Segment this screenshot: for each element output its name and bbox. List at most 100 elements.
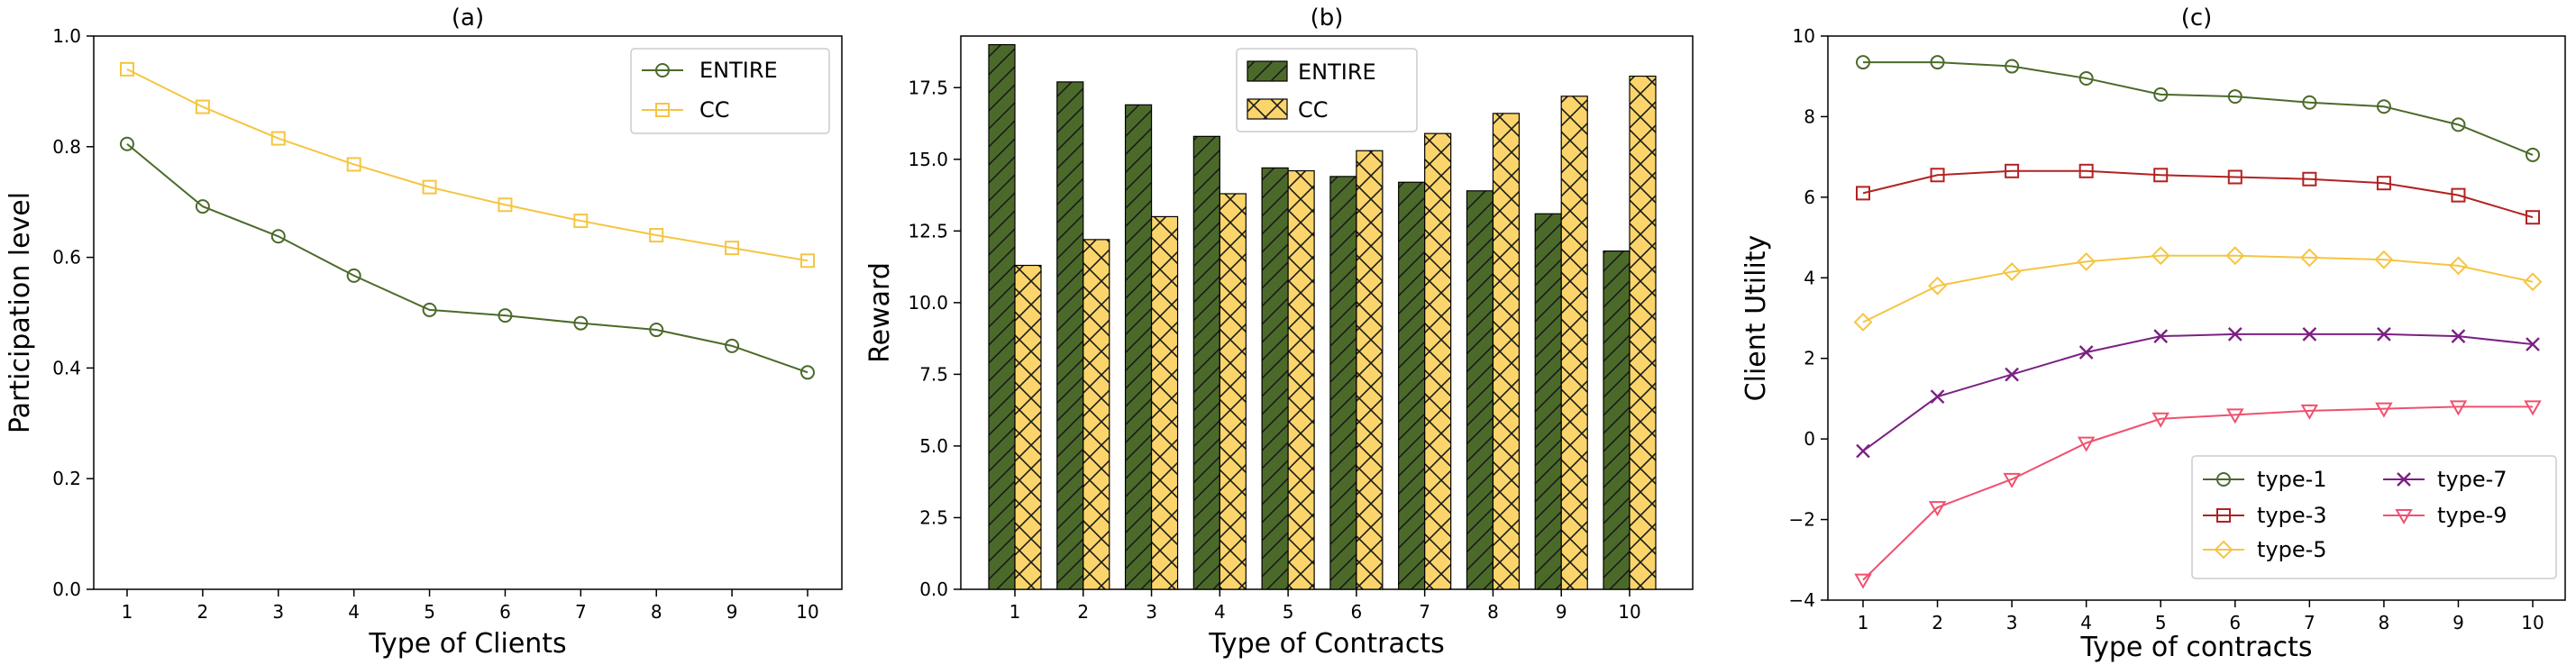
c-point-type-1 xyxy=(2005,59,2020,74)
c-point-type-3 xyxy=(2302,171,2317,187)
c-point-type-3 xyxy=(2376,176,2391,191)
c-line-type-9 xyxy=(1862,405,2533,581)
c-xtick-label: 8 xyxy=(2379,612,2390,633)
b-bar-hatch-entire xyxy=(1466,190,1494,590)
panel-c-title: (c) xyxy=(2181,5,2213,32)
b-xtick-label: 4 xyxy=(1214,601,1226,623)
b-ytick-label: 5.0 xyxy=(919,435,948,457)
a-point-entire xyxy=(120,136,134,151)
c-ytick-label: 4 xyxy=(1804,267,1815,288)
a-point-cc xyxy=(649,228,664,243)
c-point-type-9 xyxy=(1854,573,1872,589)
c-ytick-label: 2 xyxy=(1804,348,1815,369)
a-xtick-label: 10 xyxy=(796,601,818,623)
b-xtick-label: 10 xyxy=(1618,601,1640,623)
b-ytick-label: 12.5 xyxy=(908,220,948,241)
panel-a-ylabel: Participation level xyxy=(5,192,36,433)
c-point-type-7 xyxy=(1856,443,1870,459)
b-xtick-label: 2 xyxy=(1077,601,1089,623)
c-ytick-label: 6 xyxy=(1804,187,1815,208)
c-point-type-1 xyxy=(2451,117,2466,132)
panel-c-legend: type-1 type-3 type-5 type-7 type-9 xyxy=(2191,455,2557,579)
a-point-cc xyxy=(573,214,589,229)
legend-entire-label-b: ENTIRE xyxy=(1298,59,1376,85)
a-xtick-label: 5 xyxy=(424,601,435,623)
a-point-cc xyxy=(725,241,740,256)
a-point-cc xyxy=(120,61,134,77)
c-point-type-3 xyxy=(2153,168,2169,183)
b-bar-hatch-cc xyxy=(1424,132,1452,590)
b-bar-hatch-entire xyxy=(1124,104,1153,590)
legend-cc-label-a: CC xyxy=(699,97,730,123)
c-point-type-5 xyxy=(2299,248,2319,268)
c-xtick-label: 7 xyxy=(2304,612,2316,633)
c-ytick-label: −2 xyxy=(1789,509,1815,531)
c-point-type-3 xyxy=(2526,210,2540,225)
c-point-type-5 xyxy=(2225,246,2245,266)
c-point-type-1 xyxy=(1930,55,1945,70)
a-ytick-label: 0.6 xyxy=(52,247,81,269)
a-xtick-label: 7 xyxy=(575,601,587,623)
panel-b-reward: (b) 0.0 2.5 5.0 7.5 10.0 12.5 15.0 17.5 1 2 3 4 5 6 7… xyxy=(864,5,1694,660)
c-point-type-5 xyxy=(2523,272,2543,292)
c-point-type-5 xyxy=(2449,256,2468,276)
a-xtick-label: 4 xyxy=(348,601,360,623)
b-bar-hatch-entire xyxy=(1603,251,1631,590)
c-point-type-9 xyxy=(2375,402,2393,418)
b-bar-hatch-entire xyxy=(1329,176,1357,590)
b-bar-hatch-cc xyxy=(1082,239,1110,590)
legend-type9-label: type-9 xyxy=(2437,503,2507,528)
panel-c-ylabel: Client Utility xyxy=(1740,235,1772,402)
b-ytick-label: 10.0 xyxy=(908,292,948,314)
c-point-type-7 xyxy=(2078,345,2094,360)
c-point-type-1 xyxy=(2227,89,2243,105)
panel-b-axes xyxy=(960,35,1694,590)
c-point-type-5 xyxy=(1853,313,1873,332)
a-point-cc xyxy=(422,179,437,195)
panel-a-participation: (a) 0.0 0.2 0.4 0.6 0.8 1.0 1 2 3 4 5 6 7 8 9 10 Type … xyxy=(5,5,843,660)
c-point-type-5 xyxy=(2151,246,2170,266)
b-xtick-label: 5 xyxy=(1283,601,1294,623)
a-xtick-label: 6 xyxy=(499,601,511,623)
legend-entire-label-a: ENTIRE xyxy=(699,58,778,83)
a-ytick-label: 0.4 xyxy=(52,357,81,378)
c-point-type-5 xyxy=(2077,251,2096,271)
c-point-type-1 xyxy=(2078,70,2094,86)
c-point-type-9 xyxy=(2003,472,2021,488)
a-ytick-label: 0.0 xyxy=(52,578,81,600)
legend-entire-marker-a xyxy=(655,63,670,77)
b-bar-hatch-cc xyxy=(1629,75,1657,590)
c-point-type-7 xyxy=(2451,329,2466,343)
legend-cc-marker-a xyxy=(655,103,670,117)
b-bar-hatch-entire xyxy=(1398,181,1426,590)
c-xtick-label: 9 xyxy=(2453,612,2464,633)
legend-type1-label: type-1 xyxy=(2257,467,2327,492)
a-xtick-label: 8 xyxy=(651,601,662,623)
c-line-type-5 xyxy=(1862,254,2534,323)
b-bar-hatch-entire xyxy=(1056,81,1084,590)
c-point-type-3 xyxy=(2451,187,2466,203)
a-line-entire xyxy=(126,142,808,374)
c-point-type-5 xyxy=(2374,250,2394,269)
b-xtick-label: 3 xyxy=(1146,601,1157,623)
c-xtick-label: 2 xyxy=(1932,612,1943,633)
legend-type3-marker xyxy=(2216,508,2231,523)
a-point-cc xyxy=(800,253,815,269)
a-point-cc xyxy=(195,99,210,114)
a-ytick-label: 0.2 xyxy=(52,468,81,489)
a-point-entire xyxy=(649,323,664,338)
a-xtick-label: 9 xyxy=(726,601,738,623)
c-ytick-label: 8 xyxy=(1804,105,1815,127)
b-xtick-label: 8 xyxy=(1487,601,1499,623)
panel-c-axes xyxy=(1827,35,2566,601)
c-line-type-7 xyxy=(1862,332,2534,452)
b-bar-hatch-entire xyxy=(1261,167,1289,590)
b-ytick-label: 2.5 xyxy=(919,506,948,528)
panel-b-ylabel: Reward xyxy=(864,262,896,363)
c-point-type-1 xyxy=(2302,95,2317,110)
a-xtick-label: 2 xyxy=(197,601,209,623)
c-xtick-label: 4 xyxy=(2080,612,2092,633)
c-point-type-7 xyxy=(2302,327,2317,342)
c-point-type-9 xyxy=(1928,501,1947,517)
